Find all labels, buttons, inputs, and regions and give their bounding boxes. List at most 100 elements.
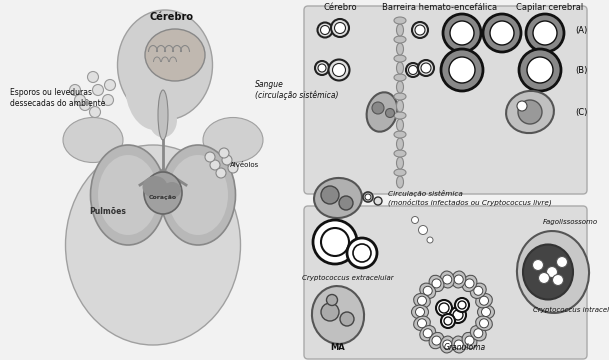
Ellipse shape — [394, 112, 406, 119]
Ellipse shape — [396, 119, 404, 131]
Ellipse shape — [396, 100, 404, 112]
Circle shape — [418, 225, 428, 234]
Circle shape — [320, 26, 329, 35]
Text: (C): (C) — [575, 108, 587, 117]
Circle shape — [69, 85, 80, 95]
Ellipse shape — [396, 24, 404, 36]
Circle shape — [372, 102, 384, 114]
Circle shape — [339, 196, 353, 210]
Circle shape — [533, 21, 557, 45]
Ellipse shape — [161, 145, 236, 245]
Circle shape — [490, 21, 514, 45]
Ellipse shape — [394, 17, 406, 24]
Text: Cérebro: Cérebro — [150, 12, 194, 22]
Circle shape — [441, 49, 483, 91]
Ellipse shape — [462, 332, 477, 349]
Ellipse shape — [506, 91, 554, 133]
Ellipse shape — [396, 157, 404, 169]
Circle shape — [347, 238, 377, 268]
Ellipse shape — [452, 336, 466, 353]
Circle shape — [409, 66, 418, 75]
Text: Sangue
(circulação sistêmica): Sangue (circulação sistêmica) — [255, 80, 339, 100]
Circle shape — [465, 279, 474, 288]
Ellipse shape — [420, 325, 435, 341]
Circle shape — [418, 319, 426, 328]
Circle shape — [415, 25, 425, 35]
Ellipse shape — [470, 283, 486, 298]
Circle shape — [219, 148, 229, 158]
Circle shape — [421, 63, 431, 73]
Circle shape — [105, 80, 116, 90]
Ellipse shape — [394, 55, 406, 62]
Ellipse shape — [396, 43, 404, 55]
Ellipse shape — [394, 36, 406, 43]
Ellipse shape — [394, 150, 406, 157]
Circle shape — [454, 340, 463, 349]
Circle shape — [423, 286, 432, 295]
Text: Barreira hemato-encefálica: Barreira hemato-encefálica — [382, 3, 498, 12]
Circle shape — [328, 59, 350, 81]
Ellipse shape — [66, 145, 241, 345]
Circle shape — [228, 163, 238, 173]
Ellipse shape — [414, 316, 431, 330]
Ellipse shape — [143, 176, 167, 198]
Circle shape — [363, 192, 373, 202]
Text: (B): (B) — [575, 66, 587, 75]
Circle shape — [519, 49, 561, 91]
Circle shape — [210, 160, 220, 170]
Circle shape — [80, 99, 91, 111]
Ellipse shape — [367, 92, 398, 132]
Ellipse shape — [168, 155, 228, 235]
Circle shape — [474, 329, 483, 338]
Circle shape — [444, 317, 452, 325]
Circle shape — [318, 64, 326, 72]
Circle shape — [93, 85, 104, 95]
Text: Fagolissossomo: Fagolissossomo — [543, 219, 597, 225]
Circle shape — [427, 237, 433, 243]
Circle shape — [418, 60, 434, 76]
Ellipse shape — [312, 286, 364, 344]
Ellipse shape — [203, 117, 263, 162]
Circle shape — [333, 63, 345, 77]
Ellipse shape — [440, 271, 454, 288]
Ellipse shape — [523, 244, 573, 300]
Ellipse shape — [91, 145, 166, 245]
Ellipse shape — [412, 305, 429, 319]
Ellipse shape — [396, 62, 404, 74]
Text: (A): (A) — [575, 26, 587, 35]
Circle shape — [412, 216, 418, 224]
Ellipse shape — [394, 169, 406, 176]
Circle shape — [432, 336, 441, 345]
Ellipse shape — [163, 182, 181, 198]
Ellipse shape — [440, 336, 454, 353]
Ellipse shape — [396, 176, 404, 188]
Circle shape — [90, 107, 100, 117]
Text: Cryptococcus extracelular: Cryptococcus extracelular — [302, 275, 394, 281]
Circle shape — [334, 22, 345, 33]
Text: Esporos ou leveduras
dessecadas do ambiente: Esporos ou leveduras dessecadas do ambie… — [10, 88, 105, 108]
Ellipse shape — [452, 271, 466, 288]
Circle shape — [222, 155, 232, 165]
Circle shape — [450, 21, 474, 45]
Circle shape — [546, 266, 557, 278]
Circle shape — [458, 301, 466, 309]
Circle shape — [518, 100, 542, 124]
Text: Coração: Coração — [149, 195, 177, 201]
Circle shape — [443, 14, 481, 52]
Circle shape — [483, 14, 521, 52]
Circle shape — [439, 303, 449, 313]
Text: Cryptococcus intracelular: Cryptococcus intracelular — [533, 307, 609, 313]
Circle shape — [321, 186, 339, 204]
Circle shape — [216, 168, 226, 178]
Circle shape — [406, 63, 420, 77]
Ellipse shape — [420, 283, 435, 298]
Circle shape — [418, 296, 426, 305]
Circle shape — [412, 22, 428, 38]
Circle shape — [102, 94, 113, 105]
Ellipse shape — [517, 231, 589, 313]
Circle shape — [385, 108, 395, 117]
Ellipse shape — [98, 155, 158, 235]
Circle shape — [365, 194, 371, 200]
Circle shape — [353, 244, 371, 262]
Ellipse shape — [63, 117, 123, 162]
